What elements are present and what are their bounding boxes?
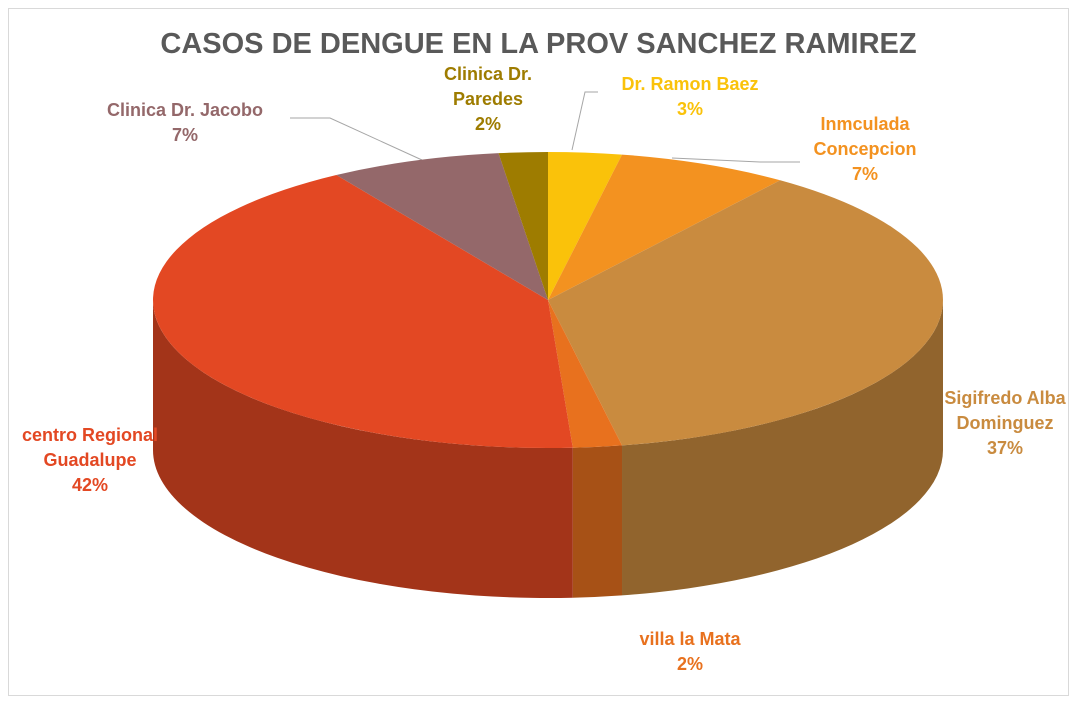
slice-top: [153, 175, 573, 448]
data-label: villa la Mata 2%: [590, 627, 790, 677]
pie-slice: [153, 175, 573, 448]
pie-slice-side: [153, 300, 573, 598]
value-label: 7%: [851, 164, 878, 184]
category-label: Sigifredo Alba Dominguez: [944, 388, 1066, 433]
leader-line: [571, 91, 598, 151]
slice-top: [548, 300, 623, 448]
data-label: centro Regional Guadalupe 42%: [0, 423, 180, 498]
pie-tops: [153, 152, 943, 448]
slice-top: [548, 180, 943, 446]
value-label: 7%: [171, 125, 198, 145]
slice-top: [548, 154, 781, 300]
value-label: 2%: [474, 114, 501, 134]
data-label: Clinica Dr. Paredes 2%: [428, 62, 548, 137]
pie-slice: [548, 180, 943, 446]
pie-sides: [153, 300, 943, 598]
slice-top: [548, 152, 623, 300]
slice-top: [498, 152, 548, 300]
value-label: 3%: [676, 99, 703, 119]
data-label: Sigifredo Alba Dominguez 37%: [930, 386, 1077, 461]
leader-line: [290, 117, 423, 161]
pie-slice: [548, 300, 623, 448]
slice-top: [336, 153, 548, 300]
data-label: Inmculada Concepcion 7%: [785, 112, 945, 187]
data-label: Dr. Ramon Baez 3%: [590, 72, 790, 122]
value-label: 42%: [71, 475, 109, 495]
value-label: 37%: [986, 438, 1024, 458]
leader-line: [671, 157, 800, 163]
pie-slice: [548, 152, 623, 300]
pie-slice: [498, 152, 548, 300]
value-label: 2%: [676, 654, 703, 674]
pie-slice-side: [572, 445, 623, 598]
category-label: Clinica Dr. Jacobo: [106, 100, 264, 120]
chart-title: CASOS DE DENGUE EN LA PROV SANCHEZ RAMIR…: [160, 28, 917, 60]
category-label: Dr. Ramon Baez: [621, 74, 759, 94]
slice-side: [622, 300, 943, 596]
slice-side: [153, 300, 573, 598]
pie-slice: [336, 153, 548, 300]
pie-slice-side: [622, 300, 943, 596]
category-label: centro Regional Guadalupe: [21, 425, 159, 470]
category-label: Clinica Dr. Paredes: [443, 64, 533, 109]
category-label: Inmculada Concepcion: [813, 114, 917, 159]
slice-side: [572, 445, 623, 598]
pie-slice: [548, 154, 781, 300]
category-label: villa la Mata: [639, 629, 741, 649]
data-label: Clinica Dr. Jacobo 7%: [75, 98, 295, 148]
